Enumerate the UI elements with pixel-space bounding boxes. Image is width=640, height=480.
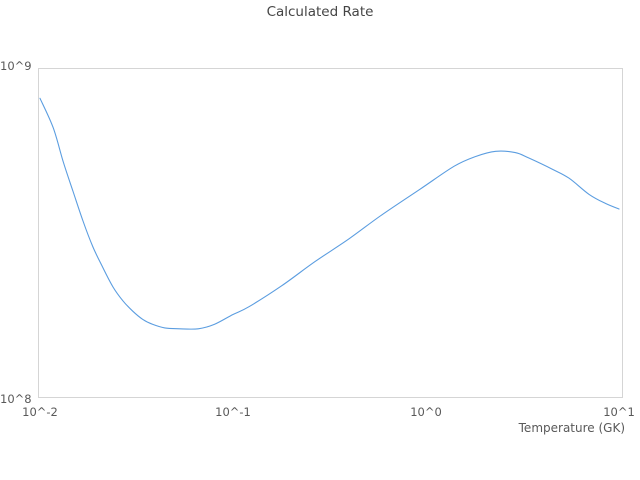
chart-title: Calculated Rate [266, 4, 374, 20]
x-axis-label: Temperature (GK) [518, 421, 625, 435]
x-tick-1e-1: 10^-1 [215, 405, 251, 419]
rate-curve [39, 97, 620, 330]
plot-frame [38, 68, 623, 398]
x-tick-1e0: 10^0 [410, 405, 442, 419]
y-tick-1e9: 10^9 [0, 59, 32, 73]
x-tick-1e1: 10^1 [603, 405, 635, 419]
x-tick-1e-2: 10^-2 [22, 405, 58, 419]
y-tick-1e8: 10^8 [0, 392, 32, 406]
